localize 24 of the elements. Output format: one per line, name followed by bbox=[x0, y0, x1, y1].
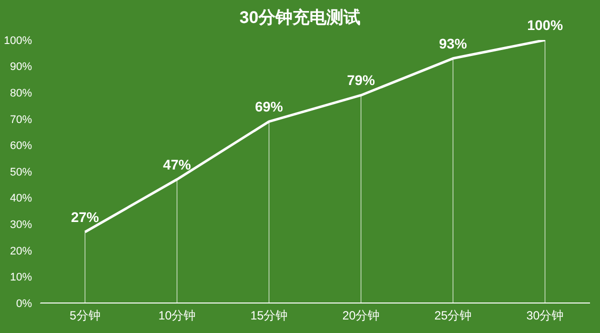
y-tick-label: 80% bbox=[10, 88, 32, 100]
x-tick-label: 30分钟 bbox=[526, 308, 564, 323]
y-tick-label: 60% bbox=[10, 140, 32, 152]
data-label: 47% bbox=[162, 156, 192, 172]
y-tick-label: 70% bbox=[10, 114, 32, 126]
y-tick-label: 0% bbox=[16, 298, 32, 310]
data-label: 93% bbox=[438, 35, 468, 52]
y-tick-label: 10% bbox=[10, 272, 32, 284]
x-tick-label: 10分钟 bbox=[158, 308, 196, 323]
x-tick-label: 5分钟 bbox=[70, 308, 100, 323]
y-tick-label: 30% bbox=[10, 219, 32, 232]
data-label: 27% bbox=[70, 208, 100, 225]
y-tick-label: 100% bbox=[4, 34, 32, 47]
data-label: 69% bbox=[254, 98, 284, 115]
data-label: 79% bbox=[346, 72, 376, 88]
x-tick-label: 15分钟 bbox=[250, 308, 288, 323]
x-tick-label: 20分钟 bbox=[342, 308, 380, 323]
chart-title: 30分钟充电测试 bbox=[240, 8, 360, 27]
y-tick-label: 90% bbox=[10, 61, 32, 74]
y-tick-label: 20% bbox=[10, 245, 32, 258]
y-tick-label: 50% bbox=[10, 166, 32, 178]
x-tick-label: 25分钟 bbox=[434, 308, 472, 323]
data-label: 100% bbox=[527, 17, 564, 33]
y-tick-label: 40% bbox=[10, 192, 32, 205]
